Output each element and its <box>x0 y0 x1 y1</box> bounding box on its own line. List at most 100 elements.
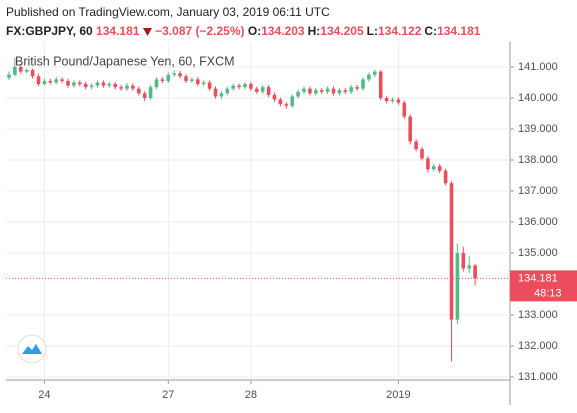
candle-body <box>314 90 318 94</box>
candle-body <box>272 94 277 100</box>
candle-body <box>325 88 330 92</box>
candle-body <box>107 84 112 86</box>
candle-body <box>426 158 430 170</box>
candle-body <box>13 66 17 75</box>
symbol: FX:GBPJPY, 60 <box>6 24 93 38</box>
candle-body <box>396 99 401 103</box>
countdown: 48:13 <box>534 287 562 299</box>
logo <box>17 334 47 364</box>
candle-body <box>201 82 206 85</box>
candle-body <box>54 79 58 83</box>
candle-body <box>455 252 460 320</box>
price: 134.181 <box>96 24 140 38</box>
candle-body <box>367 74 371 80</box>
candle-body <box>196 79 200 85</box>
candle-body <box>373 71 377 75</box>
candle-body <box>343 90 348 92</box>
candle-body <box>213 88 218 97</box>
candle-body <box>190 79 194 81</box>
candle-body <box>237 85 241 88</box>
candle-body <box>30 70 35 77</box>
candle-body <box>131 85 135 89</box>
candle-body <box>60 79 64 81</box>
candle-body <box>148 87 153 98</box>
ohlc-value: 134.181 <box>437 24 481 38</box>
ohlc-label: C: <box>424 24 438 38</box>
last-price-box <box>510 270 577 302</box>
candle-body <box>48 80 53 83</box>
candle-body <box>278 99 283 105</box>
candle-body <box>78 82 82 85</box>
candle-body <box>89 85 94 88</box>
candle-body <box>66 80 70 86</box>
candle-body <box>184 76 188 81</box>
candle-body <box>142 93 147 98</box>
candle-body <box>432 166 436 170</box>
candle-body <box>378 71 383 98</box>
candle-body <box>443 170 448 184</box>
candle-body <box>449 183 454 320</box>
candle-body <box>172 73 176 75</box>
candle-body <box>243 84 247 88</box>
candle-body <box>42 80 47 85</box>
candle-body <box>113 84 117 88</box>
ohlc-label: H: <box>307 24 321 38</box>
ohlc-label: O: <box>247 24 262 38</box>
candle-body <box>207 82 212 89</box>
candle-body <box>266 87 271 95</box>
candle-body <box>83 84 88 88</box>
ohlc-label: L: <box>366 24 378 38</box>
change: −3.087 (−2.25%) <box>155 24 245 38</box>
y-tick-label: 139.000 <box>518 123 558 135</box>
candle-body <box>125 85 129 89</box>
candle-body <box>467 265 471 269</box>
y-tick-label: 133.000 <box>518 309 558 321</box>
candle-body <box>166 74 171 81</box>
candle-body <box>296 91 300 97</box>
y-tick-label: 137.000 <box>518 185 558 197</box>
candle-body <box>308 88 312 94</box>
y-tick-label: 131.000 <box>518 371 558 383</box>
x-tick-label: 27 <box>162 389 174 401</box>
candle-body <box>160 79 165 81</box>
published-line: Published on TradingView.com, January 03… <box>6 5 330 19</box>
candle-body <box>225 88 230 94</box>
candle-body <box>255 88 259 92</box>
chart-title: British Pound/Japanese Yen, 60, FXCM <box>15 54 235 68</box>
candle-body <box>219 93 224 97</box>
candle-body <box>119 87 123 89</box>
candle-body <box>337 90 342 94</box>
candle-body <box>473 265 477 279</box>
x-tick-label: 28 <box>245 389 257 401</box>
candle-body <box>154 79 159 88</box>
candle-body <box>231 85 235 89</box>
ohlc-value: 134.203 <box>261 24 305 38</box>
candle-body <box>355 87 359 89</box>
candle-body <box>302 88 306 92</box>
y-tick-label: 141.000 <box>518 61 558 73</box>
candle-body <box>24 70 29 72</box>
last-price-label: 134.181 <box>518 272 558 284</box>
candle-body <box>95 82 100 86</box>
y-tick-label: 140.000 <box>518 92 558 104</box>
ohlc-value: 134.205 <box>320 24 364 38</box>
down-arrow <box>142 27 152 36</box>
candle-body <box>260 87 265 92</box>
candle-body <box>390 99 395 102</box>
y-tick-label: 136.000 <box>518 216 558 228</box>
candle-body <box>101 82 106 86</box>
y-tick-label: 132.000 <box>518 340 558 352</box>
candle-body <box>361 79 365 89</box>
x-tick-label: 24 <box>38 389 50 401</box>
candle-body <box>36 76 41 85</box>
candle-body <box>137 88 141 94</box>
candle-body <box>384 97 389 102</box>
candle-body <box>402 102 407 117</box>
symbol-line: FX:GBPJPY, 60 134.181 −3.087 (−2.25%) O:… <box>6 24 483 38</box>
candle-body <box>7 74 11 78</box>
candle-body <box>331 88 336 94</box>
candle-body <box>290 96 294 106</box>
candle-body <box>420 149 424 159</box>
candle-body <box>72 82 76 86</box>
